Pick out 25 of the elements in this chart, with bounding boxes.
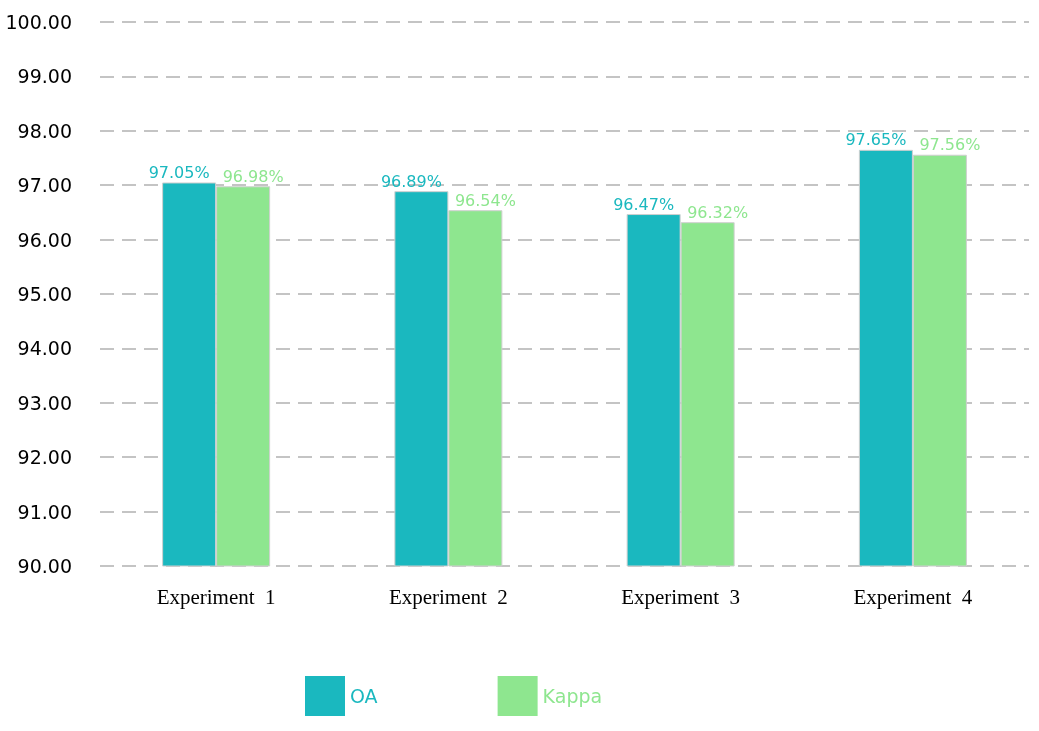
data-label: 97.56% [919, 135, 981, 155]
data-label: 96.98% [222, 166, 284, 186]
x-tick-label: Experiment 3 [621, 584, 741, 609]
legend-label: Kappa [542, 685, 603, 707]
data-label: 96.89% [380, 171, 442, 191]
x-tick-label: Experiment 4 [853, 584, 973, 609]
legend-label: OA [350, 685, 378, 707]
data-label: 97.05% [148, 162, 210, 182]
data-label: 97.65% [845, 130, 907, 150]
y-tick-label: 100.00 [5, 11, 72, 33]
y-tick-label: 97.00 [17, 174, 72, 197]
y-tick-label: 90.00 [17, 555, 72, 577]
y-tick-label: 91.00 [17, 500, 72, 523]
data-label: 96.32% [687, 202, 749, 222]
data-label: 96.47% [613, 194, 675, 214]
y-tick-label: 98.00 [17, 119, 72, 142]
x-tick-label: Experiment 2 [388, 584, 508, 609]
y-tick-label: 95.00 [17, 283, 72, 305]
y-tick-label: 93.00 [17, 391, 72, 414]
y-tick-label: 94.00 [17, 337, 72, 360]
y-tick-label: 96.00 [17, 228, 72, 251]
x-tick-label: Experiment 1 [156, 584, 276, 609]
data-label: 96.54% [454, 190, 516, 210]
y-tick-label: 92.00 [17, 446, 72, 469]
y-tick-label: 99.00 [17, 65, 72, 88]
